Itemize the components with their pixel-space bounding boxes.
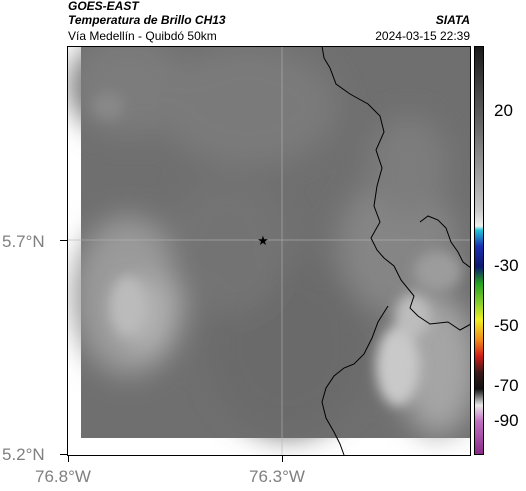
border-line [321,46,471,331]
header-timestamp: 2024-03-15 22:39 [375,29,470,43]
header-product: Temperatura de Brillo CH13 [68,13,226,27]
lat-tick-mark [60,454,68,455]
border-line-south [321,305,389,455]
brightness-temperature-map: ★ [68,46,471,455]
lon-tick-mark [282,455,283,462]
colorbar-label-minus70: -70 [494,376,519,395]
lat-tick-label: 5.7°N [2,232,45,251]
lon-tick-label: 76.8°W [35,467,91,486]
lon-tick-label: 76.3°W [249,467,305,486]
lat-tick-label: 5.2°N [2,445,45,464]
border-line-east [419,215,471,269]
colorbar-label-minus30: -30 [494,256,519,275]
colorbar [474,46,484,455]
header-region: Vía Medellín - Quibdó 50km [68,29,217,43]
map-frame-border [67,46,471,456]
map-panel: ★ [68,46,471,455]
colorbar-label-minus50: -50 [494,316,519,335]
star-icon: ★ [257,234,269,249]
colorbar-label-minus90: -90 [494,411,519,430]
header-satellite: GOES-EAST [68,0,139,13]
lon-tick-mark [68,455,69,462]
header-org: SIATA [435,13,470,27]
lat-tick-mark [60,240,68,241]
colorbar-label-20: 20 [494,101,513,120]
